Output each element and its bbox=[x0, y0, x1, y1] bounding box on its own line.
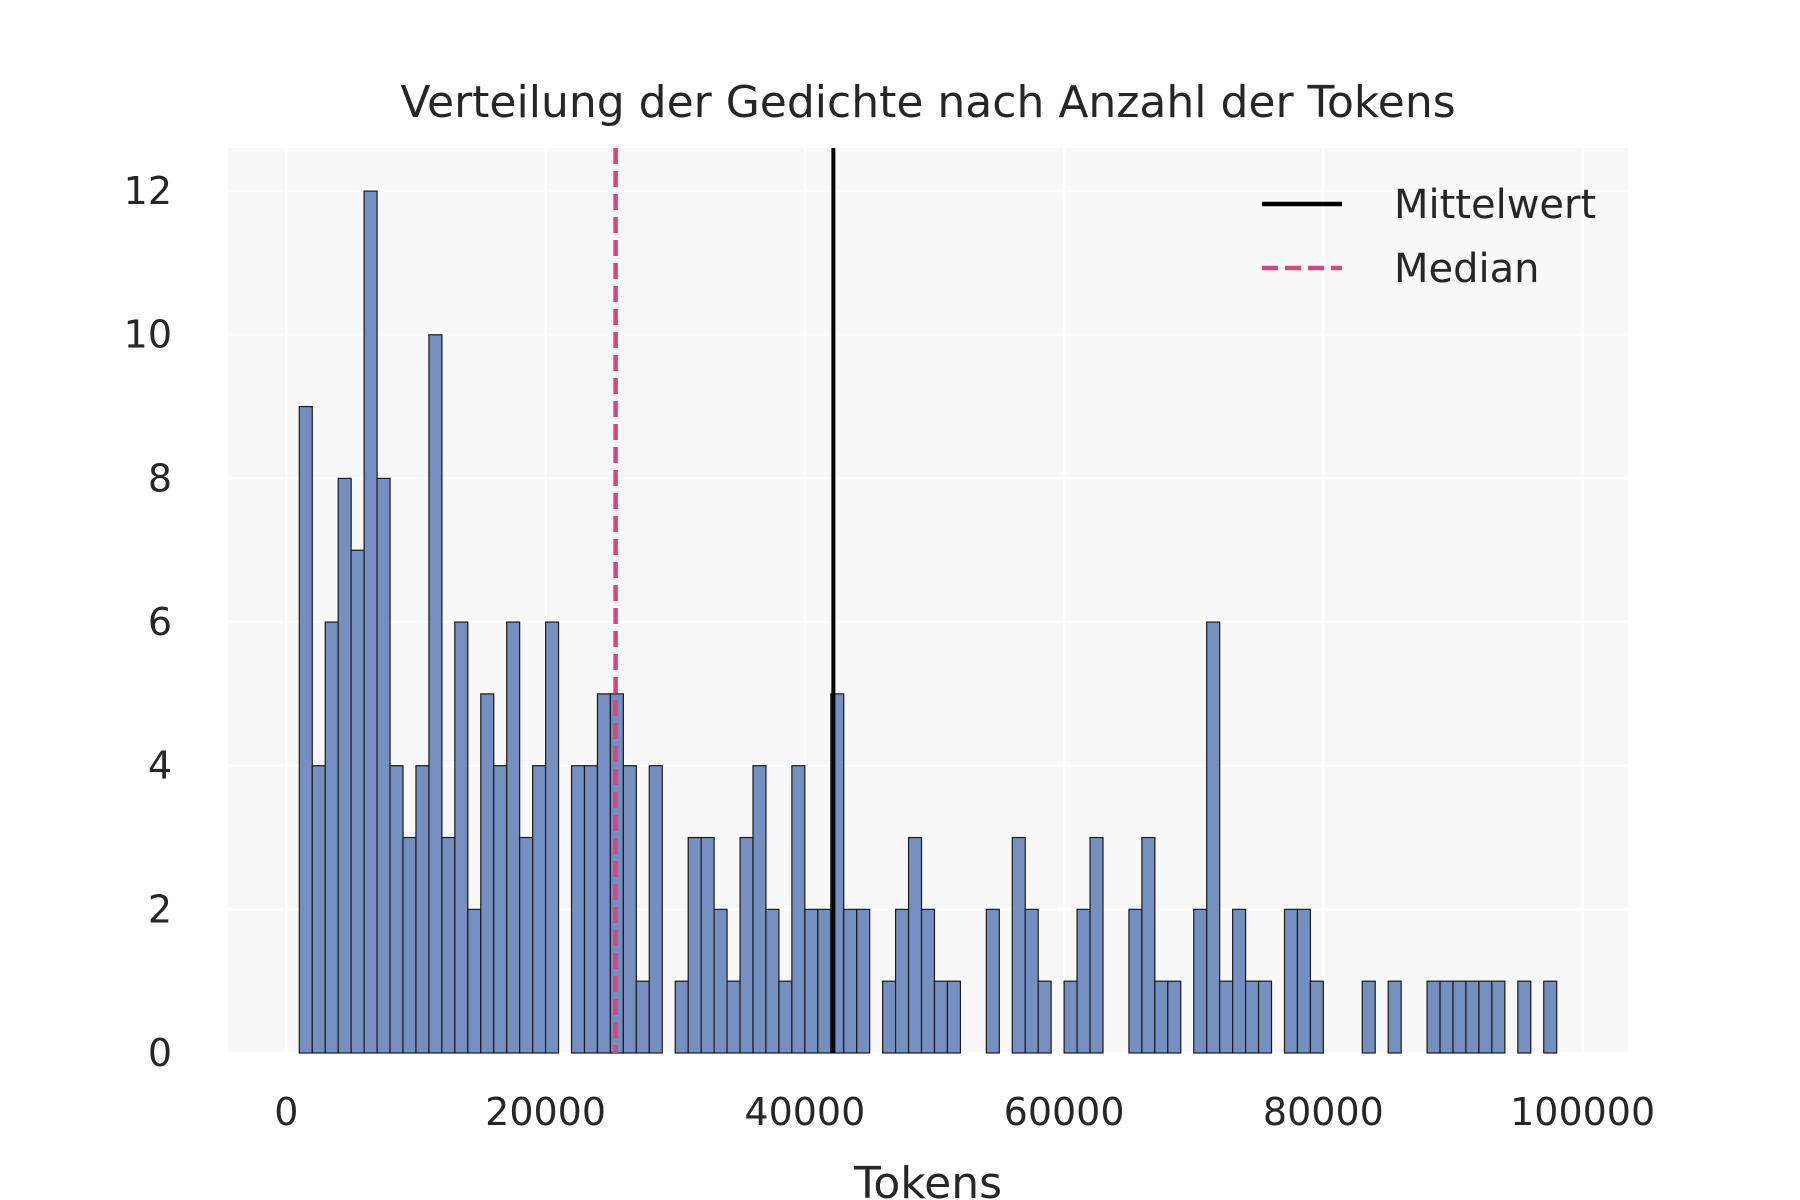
x-tick-label-1: 20000 bbox=[485, 1090, 606, 1134]
bar-12 bbox=[454, 621, 469, 1054]
bar-26 bbox=[635, 980, 650, 1054]
bar-10 bbox=[428, 334, 443, 1054]
chart-title: Verteilung der Gedichte nach Anzahl der … bbox=[400, 77, 1455, 128]
y-tick-label-0: 0 bbox=[148, 1031, 172, 1075]
bar-29 bbox=[674, 980, 689, 1054]
bar-11 bbox=[441, 836, 456, 1054]
y-tick-label-5: 10 bbox=[124, 313, 172, 357]
bar-3 bbox=[337, 477, 352, 1054]
bar-48 bbox=[920, 908, 936, 1054]
bar-19 bbox=[544, 621, 560, 1054]
bar-43 bbox=[856, 908, 871, 1054]
bar-38 bbox=[791, 765, 806, 1054]
bar-59 bbox=[1063, 980, 1078, 1054]
y-tick-label-4: 8 bbox=[148, 456, 172, 500]
bar-33 bbox=[726, 980, 741, 1054]
bar-64 bbox=[1128, 908, 1143, 1054]
reference-lines bbox=[613, 148, 836, 1053]
bar-37 bbox=[778, 980, 793, 1054]
legend-label-mittelwert: Mittelwert bbox=[1394, 182, 1596, 228]
bar-46 bbox=[894, 908, 910, 1054]
bar-73 bbox=[1244, 980, 1260, 1054]
bar-69 bbox=[1193, 908, 1208, 1054]
bar-8 bbox=[402, 836, 417, 1054]
bar-53 bbox=[985, 908, 1000, 1054]
x-tick-label-4: 80000 bbox=[1263, 1090, 1384, 1134]
x-tick-label-0: 0 bbox=[274, 1090, 298, 1134]
bar-90 bbox=[1465, 980, 1480, 1054]
bar-32 bbox=[713, 908, 728, 1054]
y-axis-ticks: 0 2 4 6 8 10 12 bbox=[124, 169, 172, 1075]
bar-25 bbox=[622, 765, 637, 1054]
legend-label-median: Median bbox=[1394, 246, 1540, 292]
bar-91 bbox=[1478, 980, 1493, 1054]
bar-16 bbox=[506, 621, 521, 1054]
bar-77 bbox=[1296, 908, 1312, 1054]
bar-13 bbox=[467, 908, 482, 1054]
bar-15 bbox=[493, 765, 508, 1054]
bar-5 bbox=[363, 190, 378, 1054]
bar-74 bbox=[1257, 980, 1273, 1054]
bar-56 bbox=[1024, 908, 1039, 1054]
bar-42 bbox=[843, 908, 858, 1054]
bar-96 bbox=[1543, 980, 1558, 1054]
bar-78 bbox=[1309, 980, 1324, 1054]
bar-2 bbox=[324, 621, 339, 1054]
bar-84 bbox=[1387, 980, 1402, 1054]
bar-31 bbox=[700, 836, 715, 1054]
bar-30 bbox=[687, 836, 702, 1054]
bar-40 bbox=[817, 908, 832, 1054]
bar-36 bbox=[765, 908, 780, 1054]
bar-67 bbox=[1167, 980, 1182, 1054]
bar-4 bbox=[350, 549, 365, 1054]
bar-34 bbox=[739, 836, 754, 1054]
y-tick-label-1: 2 bbox=[148, 887, 172, 931]
bar-9 bbox=[415, 765, 430, 1054]
bar-71 bbox=[1219, 980, 1234, 1054]
bar-35 bbox=[752, 765, 767, 1054]
bar-14 bbox=[480, 693, 495, 1054]
bar-57 bbox=[1037, 980, 1052, 1054]
bar-49 bbox=[933, 980, 949, 1054]
bar-65 bbox=[1141, 836, 1156, 1054]
bar-82 bbox=[1361, 980, 1376, 1054]
bar-27 bbox=[648, 765, 663, 1054]
y-tick-label-2: 4 bbox=[148, 744, 172, 788]
bar-70 bbox=[1206, 621, 1221, 1054]
x-axis-label: Tokens bbox=[853, 1158, 1002, 1200]
bar-87 bbox=[1426, 980, 1441, 1054]
bar-55 bbox=[1011, 836, 1026, 1054]
bar-72 bbox=[1232, 908, 1247, 1054]
bar-94 bbox=[1517, 980, 1532, 1054]
legend: Mittelwert Median bbox=[1262, 182, 1596, 292]
bar-7 bbox=[389, 765, 404, 1054]
bar-0 bbox=[298, 405, 313, 1054]
bar-60 bbox=[1076, 908, 1091, 1054]
bar-50 bbox=[946, 980, 962, 1054]
x-tick-label-3: 60000 bbox=[1004, 1090, 1125, 1134]
histogram-bars bbox=[298, 190, 1558, 1054]
bar-92 bbox=[1491, 980, 1506, 1054]
bar-39 bbox=[804, 908, 819, 1054]
x-tick-label-5: 100000 bbox=[1510, 1090, 1655, 1134]
bar-1 bbox=[311, 765, 326, 1054]
bar-6 bbox=[376, 477, 391, 1054]
bar-47 bbox=[907, 836, 923, 1054]
bar-21 bbox=[570, 765, 586, 1054]
bar-17 bbox=[519, 836, 534, 1054]
bar-45 bbox=[882, 980, 897, 1054]
y-tick-label-3: 6 bbox=[148, 600, 172, 644]
x-axis-ticks: 0 20000 40000 60000 80000 100000 bbox=[274, 1090, 1655, 1134]
bar-88 bbox=[1439, 980, 1454, 1054]
bar-23 bbox=[596, 693, 612, 1054]
y-tick-label-6: 12 bbox=[124, 169, 172, 213]
bar-61 bbox=[1089, 836, 1104, 1054]
bar-22 bbox=[583, 765, 599, 1054]
bar-18 bbox=[532, 765, 547, 1054]
bar-76 bbox=[1283, 908, 1299, 1054]
bar-89 bbox=[1452, 980, 1467, 1054]
bar-66 bbox=[1154, 980, 1169, 1054]
x-tick-label-2: 40000 bbox=[744, 1090, 865, 1134]
